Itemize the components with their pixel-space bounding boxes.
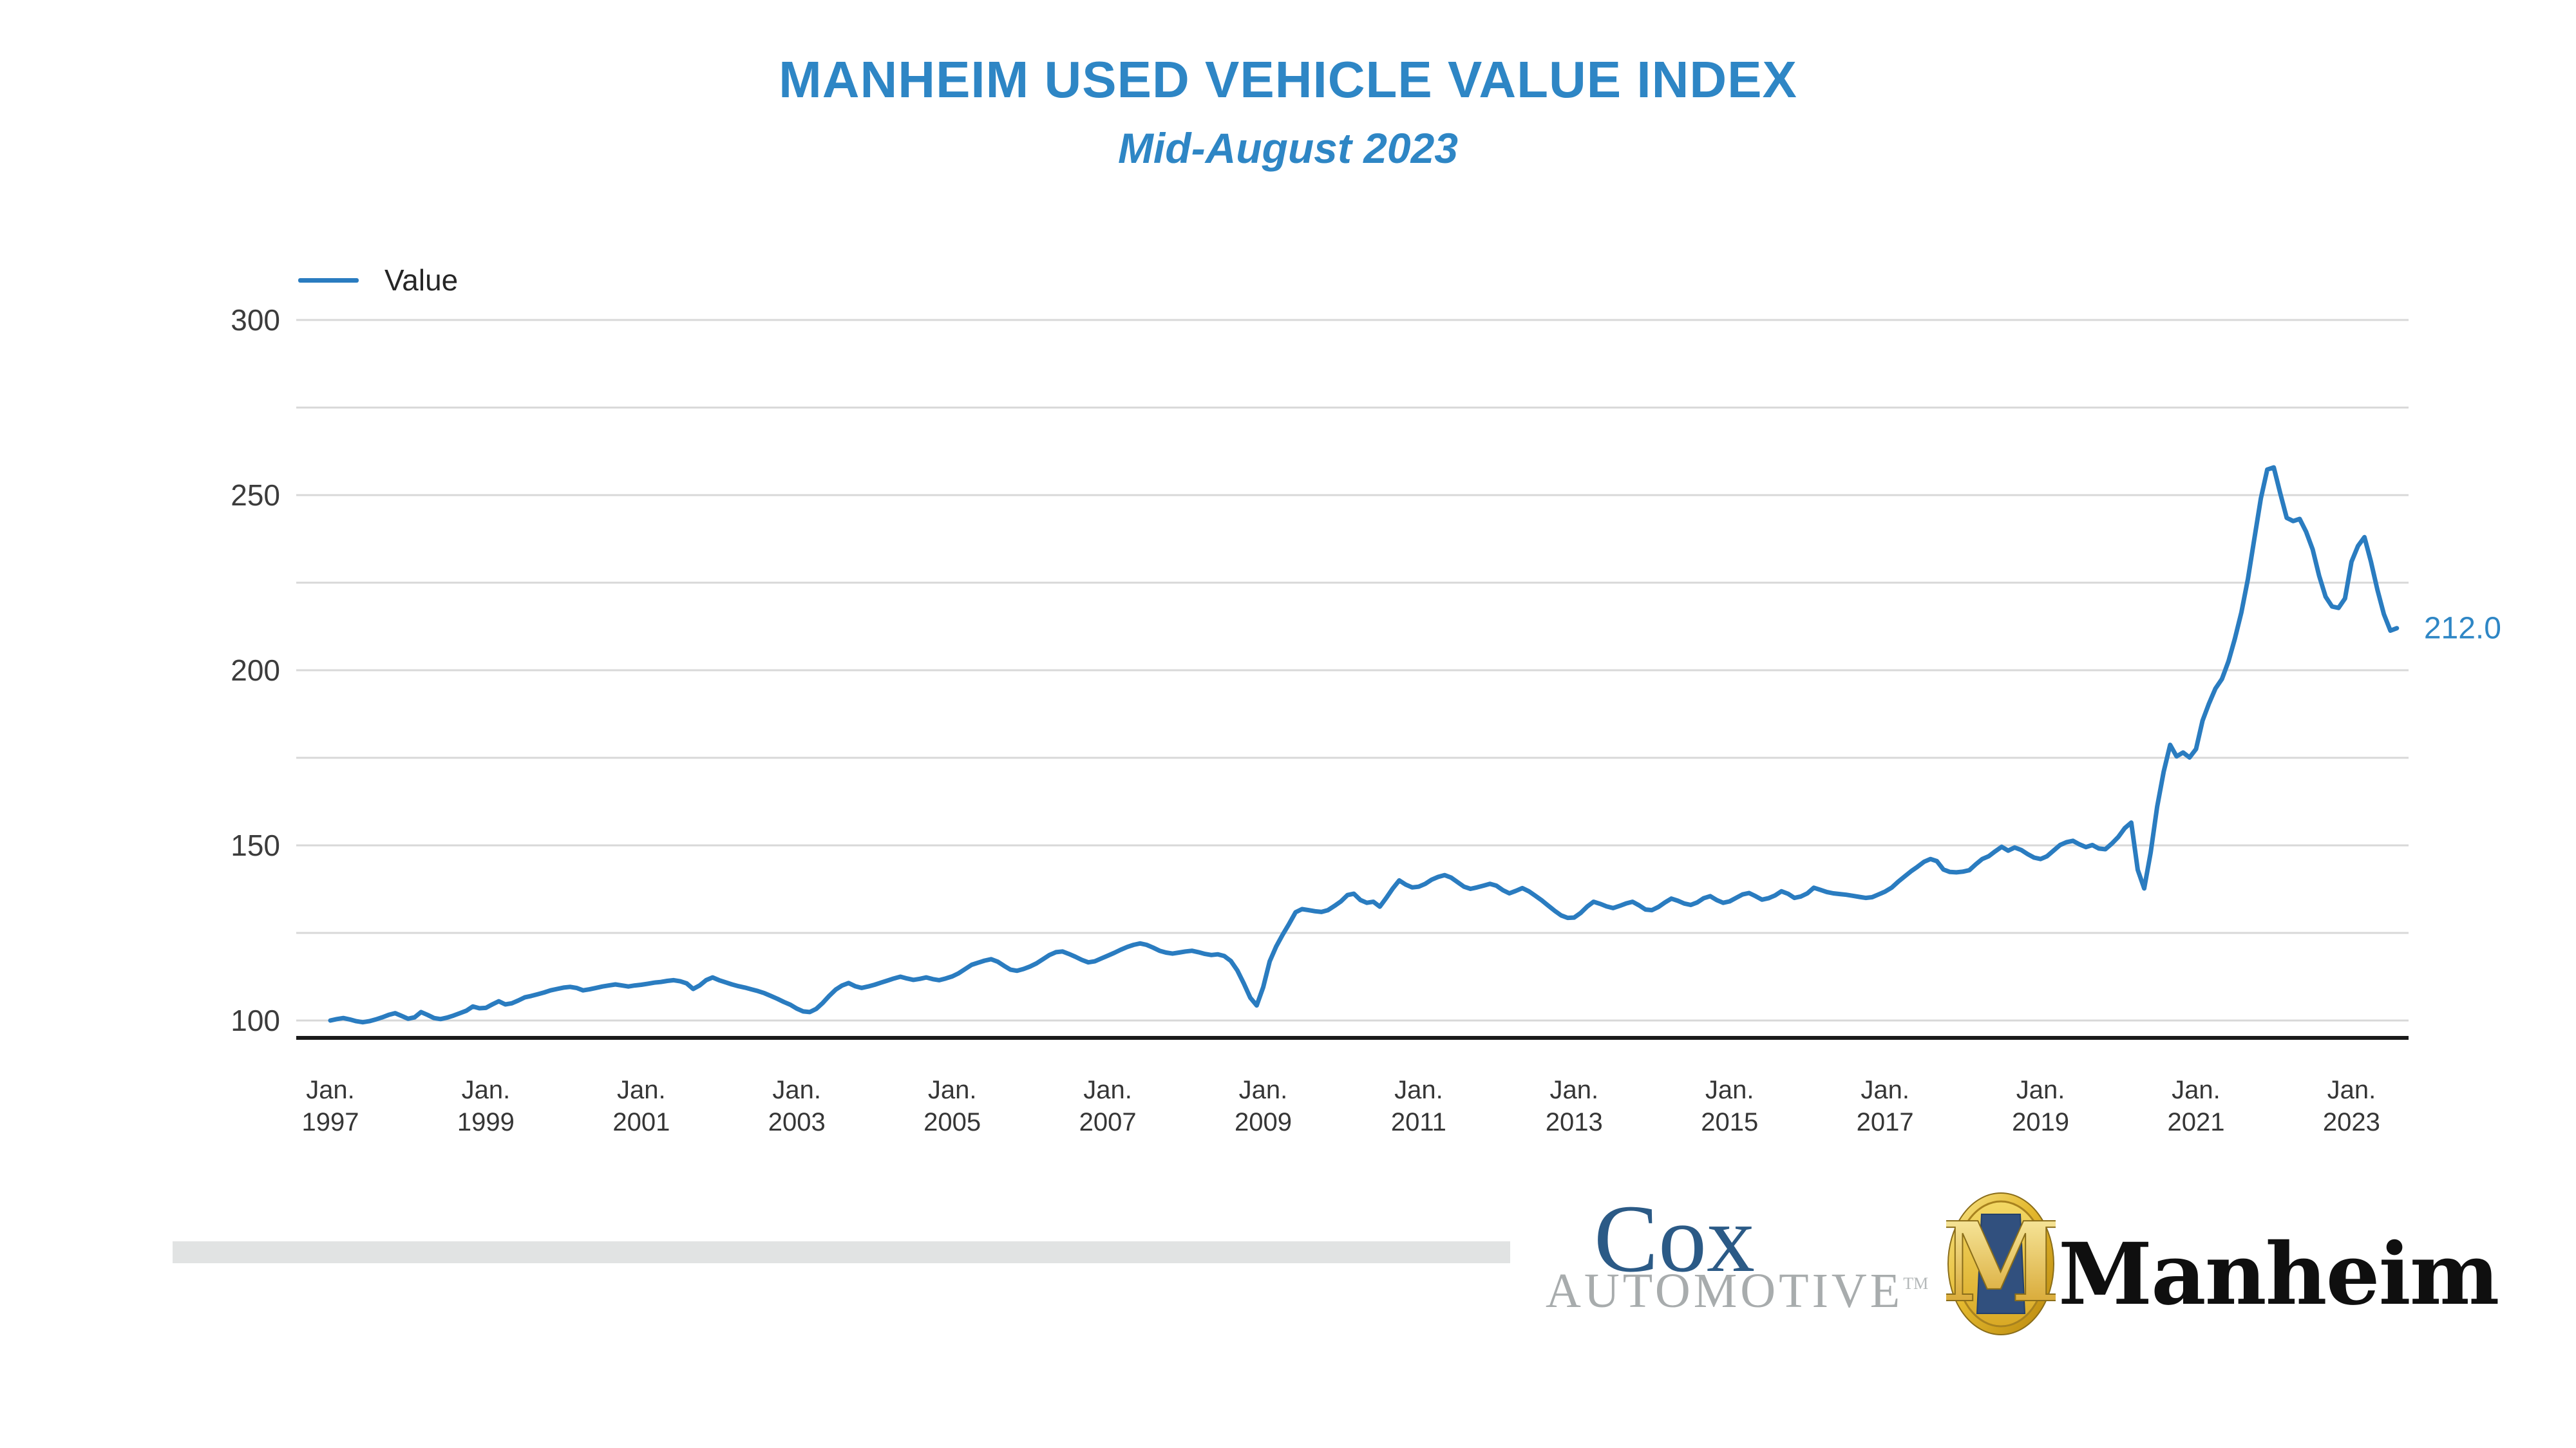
x-axis-label-2005: Jan. 2005 — [923, 1076, 981, 1136]
page-subtitle: Mid-August 2023 — [1117, 124, 1459, 172]
legend-label: Value — [384, 263, 459, 297]
x-axis-label-2019: Jan. 2019 — [2012, 1076, 2070, 1136]
y-axis-label-250: 250 — [231, 478, 280, 512]
chart-line — [328, 465, 2400, 1025]
x-axis-label-2003: Jan. 2003 — [768, 1076, 826, 1136]
x-axis-label-2001: Jan. 2001 — [612, 1076, 670, 1136]
page-title: MANHEIM USED VEHICLE VALUE INDEX — [779, 51, 1797, 108]
gridlines — [296, 319, 2409, 1022]
x-axis-label-2007: Jan. 2007 — [1079, 1076, 1137, 1136]
x-axis-label-2023: Jan. 2023 — [2322, 1076, 2380, 1136]
y-axis-label-100: 100 — [231, 1004, 280, 1037]
cox-wordmark-top: Cox — [1593, 1185, 1756, 1292]
x-axis-label-1997: Jan. 1997 — [301, 1076, 359, 1136]
last-value-label: 212.0 — [2423, 611, 2501, 646]
manheim-monogram: M — [1946, 1198, 2056, 1327]
x-axis-label-2015: Jan. 2015 — [1701, 1076, 1759, 1136]
legend: Value — [298, 263, 458, 297]
cox-wordmark-text: AUTOMOTIVE — [1546, 1264, 1904, 1318]
manheim-wordmark: Manheim — [2058, 1225, 2499, 1324]
x-axis-label-2009: Jan. 2009 — [1234, 1076, 1292, 1136]
cox-wordmark-bottom: AUTOMOTIVETM — [1546, 1263, 1928, 1319]
y-axis-label-150: 150 — [231, 829, 280, 862]
x-axis-label-2017: Jan. 2017 — [1856, 1076, 1914, 1136]
x-axis-label-2013: Jan. 2013 — [1545, 1076, 1603, 1136]
y-axis-label-300: 300 — [231, 303, 280, 337]
divider-bar — [173, 1241, 1510, 1263]
manheim-coin-icon: M — [1946, 1192, 2056, 1335]
x-axis-label-2011: Jan. 2011 — [1390, 1076, 1446, 1136]
x-axis-label-1999: Jan. 1999 — [457, 1076, 515, 1136]
x-axis-label-2021: Jan. 2021 — [2167, 1076, 2225, 1136]
legend-line-icon — [298, 277, 359, 283]
y-axis-label-200: 200 — [231, 653, 280, 687]
cox-trademark: TM — [1903, 1274, 1929, 1293]
